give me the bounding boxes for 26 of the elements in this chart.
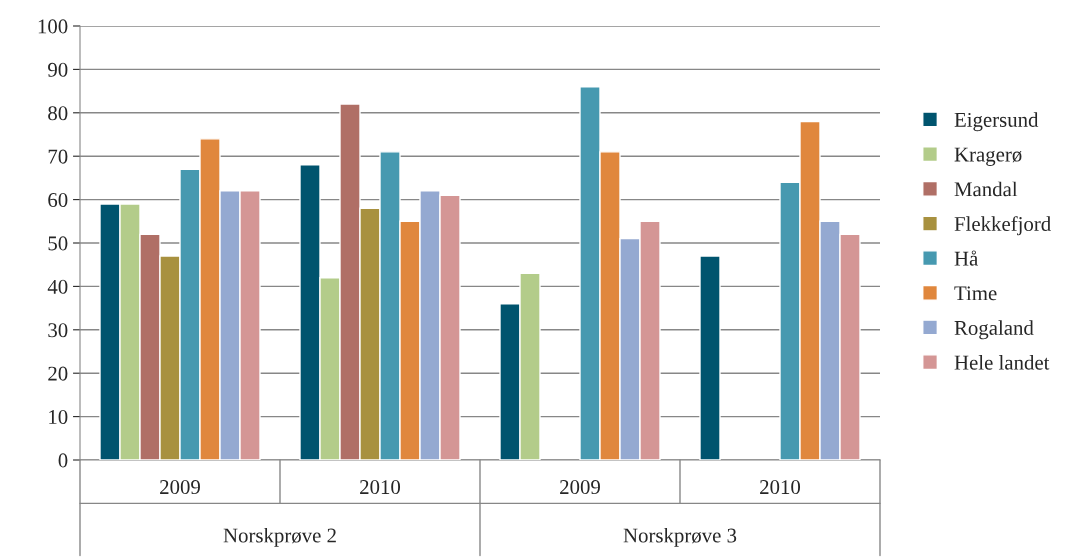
y-tick-label: 60 [48,192,68,208]
y-tick-label: 80 [48,106,68,121]
legend-label: Time [954,286,997,301]
y-tick-label: 90 [48,62,68,77]
x-tick-label: 2010 [360,480,401,495]
y-tick-label: 30 [48,323,68,338]
legend-label: Hele landet [954,355,1050,370]
x-tick-label: 2009 [560,480,600,495]
legend-label: Eigersund [954,112,1039,132]
y-tick-label: 40 [47,279,68,294]
text: Norskprøve 3 [623,527,737,547]
y-tick-label: 100 [38,19,68,34]
y-tick-label: 50 [48,236,68,251]
bar [699,255,721,460]
y-tick-label: 10 [49,409,68,425]
legend-label: Hå [954,250,979,266]
y-tick-label: 20 [48,366,68,381]
legend-label: Rogaland [954,320,1034,340]
x-tick-label: 2009 [160,480,200,495]
legend-label: Mandal [954,181,1018,197]
text: Norskprøve 2 [223,527,336,547]
y-tick-label: 0 [58,453,68,468]
legend-label: Kragerø [954,147,1022,166]
y-tick-label: 70 [48,149,68,164]
x-tick-label: 2010 [760,480,801,495]
legend-label: Flekkefjord [954,216,1051,236]
